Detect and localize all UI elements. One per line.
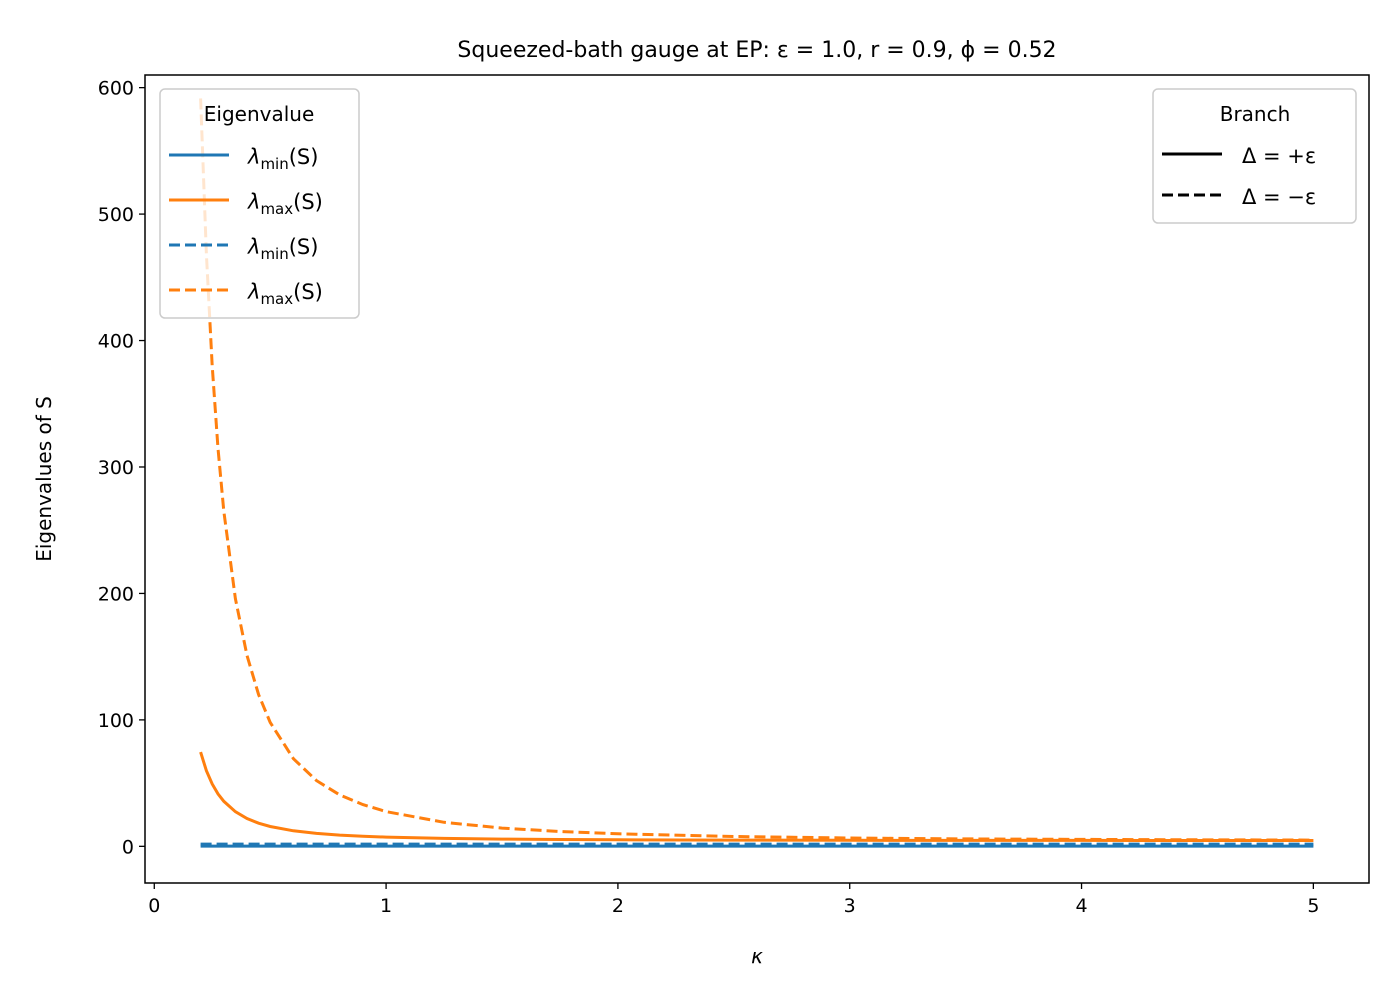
- legend-label: Δ = +ε: [1242, 144, 1316, 168]
- legend-label: λmin(S): [247, 235, 318, 263]
- y-tick-label: 0: [122, 836, 134, 858]
- x-tick-label: 1: [380, 895, 392, 917]
- x-tick-label: 5: [1307, 895, 1319, 917]
- x-tick-label: 3: [844, 895, 856, 917]
- legend-branch: Branch Δ = +ε Δ = −ε: [1152, 88, 1357, 224]
- legend-branch-title: Branch: [1220, 102, 1291, 126]
- legend-label: Δ = −ε: [1242, 185, 1316, 209]
- x-tick-label: 0: [148, 895, 160, 917]
- legend-label: λmin(S): [247, 145, 318, 173]
- series-line-3: [199, 98, 1314, 842]
- y-tick-label: 500: [98, 204, 134, 226]
- axes-frame: [144, 74, 1370, 884]
- x-axis: 0 1 2 3 4 5: [148, 883, 1319, 917]
- y-tick-label: 300: [98, 457, 134, 479]
- legend-eigenvalue-title: Eigenvalue: [204, 102, 315, 126]
- y-axis-label: Eigenvalues of S: [32, 396, 56, 562]
- series-line-1: [199, 751, 1314, 842]
- y-tick-label: 400: [98, 331, 134, 353]
- chart-title: Squeezed-bath gauge at EP: ε = 1.0, r = …: [457, 38, 1056, 63]
- legend-eigenvalue: Eigenvalue λmin(S) λmax(S) λmin(S) λmax(S): [159, 88, 360, 319]
- x-axis-label: κ: [751, 944, 763, 968]
- y-tick-label: 200: [98, 583, 134, 605]
- x-tick-label: 2: [612, 895, 624, 917]
- y-axis: 0 100 200 300 400 500 600: [98, 78, 145, 858]
- legend-label: λmax(S): [247, 280, 323, 308]
- plot-lines: [199, 98, 1314, 848]
- legend-label: λmax(S): [247, 190, 323, 218]
- y-tick-label: 600: [98, 78, 134, 100]
- y-tick-label: 100: [98, 710, 134, 732]
- x-tick-label: 4: [1075, 895, 1087, 917]
